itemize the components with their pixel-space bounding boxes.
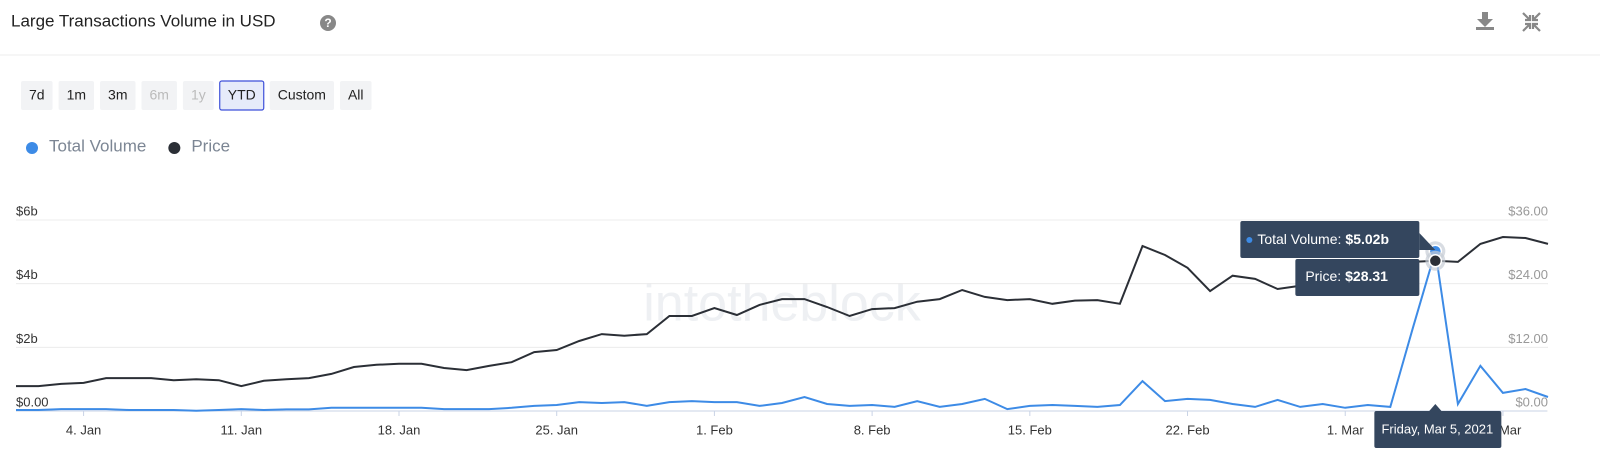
tooltip-box (1240, 221, 1420, 258)
tooltip-text: Price:$28.31 (1305, 268, 1388, 284)
y-tick-label: $4b (16, 267, 38, 282)
x-tick-label: 1. Mar (1327, 422, 1365, 437)
help-icon[interactable]: ? (320, 15, 336, 31)
range-button[interactable]: 1m (58, 81, 95, 110)
tooltip-text: Total Volume:$5.02b (1257, 231, 1389, 247)
x-tick-label: 22. Feb (1165, 422, 1209, 437)
x-tick-label: 8. Feb (854, 422, 891, 437)
hover-point (1428, 254, 1443, 268)
range-button[interactable]: 3m (100, 81, 136, 110)
y2-tick-label: $36.00 (1508, 203, 1548, 218)
x-tick-label: 18. Jan (378, 422, 421, 437)
legend-marker (26, 142, 38, 154)
button-bg (219, 80, 265, 111)
download-icon[interactable] (1476, 12, 1494, 30)
tooltip: Total Volume:$5.02b Price:$28.31 (1240, 221, 1436, 296)
tooltip-pointer (1419, 233, 1436, 250)
date-label: Friday, Mar 5, 2021 (1381, 421, 1493, 436)
date-box (1374, 411, 1502, 448)
x-tick-label: 4. Jan (66, 422, 101, 437)
range-button[interactable]: 7d (21, 81, 53, 110)
tooltip-box (1295, 259, 1420, 296)
button-label: Custom (278, 87, 326, 103)
tooltip-value: $28.31 (1345, 268, 1388, 284)
button-label: 6m (149, 87, 168, 103)
y2-tick-label: $12.00 (1508, 331, 1548, 346)
widget-title: Large Transactions Volume in USD (11, 11, 276, 30)
button-label: YTD (228, 87, 256, 103)
y-tick-label: $2b (16, 331, 38, 346)
tooltip-series: Price: (1305, 268, 1341, 284)
x-tick-label: 25. Jan (535, 422, 578, 437)
range-button: 6m (141, 81, 177, 110)
button-bg (58, 81, 95, 110)
y2-tick-label: $24.00 (1508, 267, 1548, 282)
button-bg (141, 81, 177, 110)
button-bg (269, 81, 334, 110)
button-label: 3m (108, 87, 127, 103)
tooltip-value: $5.02b (1345, 231, 1389, 247)
button-label: 1m (67, 87, 86, 103)
y-tick-label: $0.00 (16, 394, 49, 409)
watermark: intotheblock (643, 275, 922, 333)
svg-text:?: ? (324, 16, 331, 30)
legend-label[interactable]: Price (191, 136, 230, 155)
series-line (16, 235, 1549, 388)
y2-tick-label: $0.00 (1515, 394, 1548, 409)
range-button: 1y (182, 81, 214, 110)
tooltip-series: Total Volume: (1257, 231, 1341, 247)
legend-marker (168, 142, 181, 154)
x-tick-label: 15. Feb (1008, 422, 1052, 437)
x-tick-label: 11. Jan (220, 422, 262, 437)
button-bg (182, 81, 214, 110)
button-label: All (348, 87, 364, 103)
range-button[interactable]: Custom (269, 81, 334, 110)
range-button[interactable]: All (339, 81, 372, 110)
x-tick-label: 1. Feb (696, 422, 733, 437)
collapse-icon[interactable] (1522, 12, 1541, 32)
range-button[interactable]: YTD (219, 80, 265, 111)
tooltip-marker (1246, 237, 1253, 243)
button-bg (100, 81, 136, 110)
legend-label[interactable]: Total Volume (49, 136, 146, 155)
y-tick-label: $6b (16, 203, 38, 218)
button-label: 7d (29, 87, 45, 103)
button-bg (339, 81, 372, 110)
series-line (16, 250, 1549, 412)
button-bg (21, 81, 53, 110)
button-label: 1y (191, 87, 206, 103)
date-pointer (1428, 404, 1443, 412)
